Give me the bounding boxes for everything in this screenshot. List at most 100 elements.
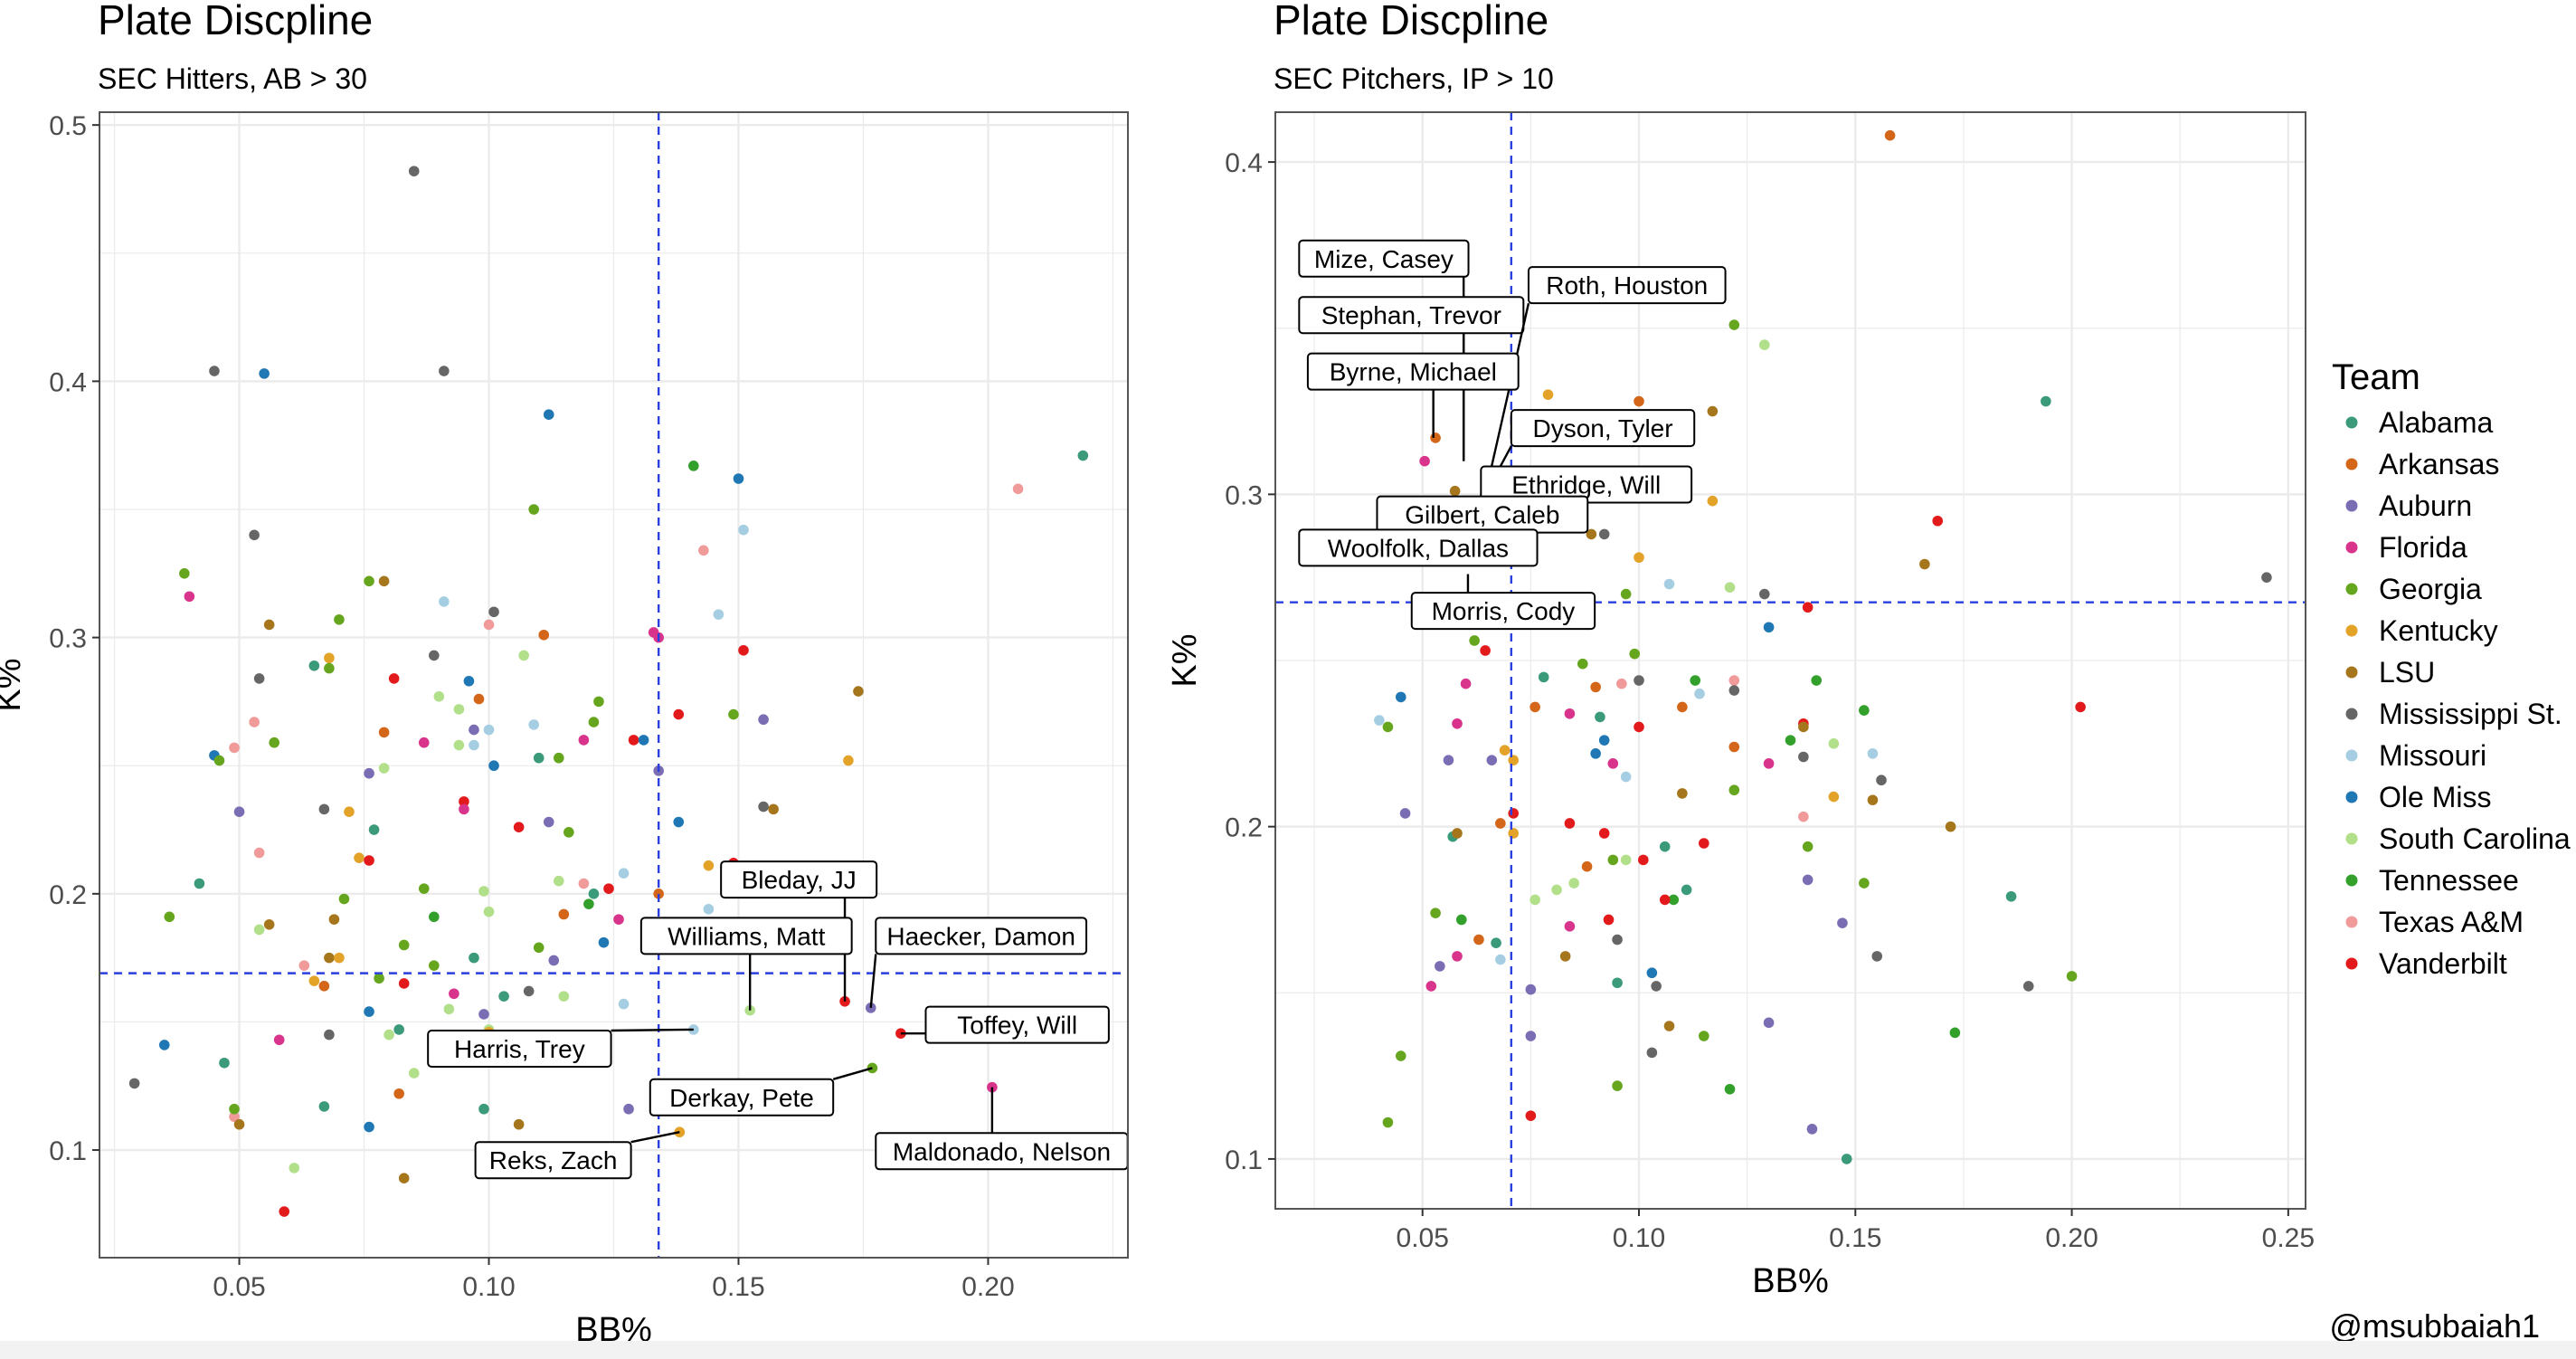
legend-title: Team — [2332, 357, 2420, 397]
data-point — [1480, 645, 1491, 656]
data-point — [1460, 678, 1472, 689]
data-point — [768, 803, 779, 815]
data-point — [1452, 828, 1463, 839]
data-point — [229, 1103, 240, 1115]
data-point — [354, 852, 365, 863]
label-text: Gilbert, Caleb — [1405, 501, 1559, 529]
x-tick-label: 0.05 — [213, 1272, 265, 1302]
data-point — [334, 952, 345, 964]
legend-item: Arkansas — [2379, 448, 2499, 480]
data-point — [758, 801, 769, 813]
data-point — [164, 911, 175, 923]
data-point — [1919, 558, 1930, 570]
data-point — [583, 898, 594, 909]
label-text: Maldonado, Nelson — [893, 1137, 1111, 1165]
bottom-band — [0, 1341, 2576, 1359]
data-point — [1859, 878, 1870, 889]
data-point — [229, 742, 240, 754]
data-point — [1798, 751, 1809, 763]
label-text: Ethridge, Will — [1511, 471, 1661, 499]
data-point — [443, 1003, 455, 1015]
data-point — [1949, 1027, 1961, 1039]
data-point — [738, 644, 749, 656]
data-point — [334, 613, 345, 625]
data-point — [1837, 917, 1848, 928]
data-point — [469, 952, 479, 964]
data-point — [158, 1040, 170, 1050]
legend-swatch — [2345, 416, 2358, 429]
data-point — [1677, 788, 1688, 799]
data-point — [623, 1103, 634, 1115]
data-point — [418, 737, 430, 748]
data-point — [473, 693, 485, 705]
data-point — [673, 708, 685, 720]
data-point — [2066, 971, 2078, 982]
data-point — [1634, 552, 1644, 563]
label-text: Bleday, JJ — [742, 866, 857, 894]
label-box — [474, 1141, 632, 1180]
label-leader-line — [630, 1131, 680, 1144]
data-point — [1620, 771, 1632, 783]
data-point — [1399, 808, 1411, 819]
data-point — [1598, 735, 1610, 746]
y-axis-title: K% — [0, 658, 28, 711]
legend-item: Missouri — [2379, 739, 2486, 772]
data-point — [728, 708, 739, 720]
legend-swatch — [2345, 749, 2358, 762]
label-box — [875, 917, 1088, 955]
data-point — [378, 763, 390, 774]
label-box — [427, 1030, 612, 1068]
data-point — [1395, 1050, 1406, 1061]
data-point — [1663, 578, 1675, 590]
data-point — [1707, 495, 1719, 507]
data-point — [738, 524, 749, 536]
data-point — [1811, 675, 1823, 686]
data-point — [598, 936, 610, 948]
label-box — [1298, 296, 1525, 335]
data-point — [1430, 908, 1441, 918]
data-point — [1728, 675, 1740, 686]
data-point — [513, 822, 525, 832]
data-point — [588, 717, 600, 727]
data-point — [483, 619, 495, 631]
data-point — [378, 727, 390, 738]
data-point — [298, 960, 310, 971]
data-point — [1758, 588, 1770, 600]
data-point — [453, 704, 465, 715]
label-box — [639, 917, 853, 955]
data-point — [364, 855, 374, 866]
label-text: Toffey, Will — [957, 1012, 1077, 1040]
label-box — [1527, 266, 1727, 305]
data-point — [398, 978, 410, 989]
label-text: Harris, Trey — [454, 1035, 585, 1063]
data-point — [1728, 319, 1740, 330]
data-point — [1698, 838, 1709, 849]
data-point — [253, 924, 265, 936]
data-point — [253, 673, 265, 684]
legend-item: Auburn — [2379, 489, 2472, 522]
data-point — [478, 1009, 489, 1020]
legend-swatch — [2345, 458, 2358, 470]
legend-item: Kentucky — [2379, 614, 2498, 647]
data-point — [553, 875, 564, 887]
label-text: Dyson, Tyler — [1532, 414, 1672, 442]
data-point — [194, 878, 205, 889]
chart-subtitle: SEC Hitters, AB > 30 — [98, 62, 367, 95]
data-point — [478, 1103, 489, 1115]
data-point — [1798, 721, 1809, 733]
data-point — [1455, 914, 1467, 926]
legend-item: LSU — [2379, 656, 2435, 689]
data-point — [1508, 808, 1520, 819]
legend-swatch — [2345, 874, 2358, 887]
data-point — [2261, 572, 2272, 583]
label-box — [1298, 239, 1470, 278]
data-point — [578, 735, 590, 746]
data-point — [1598, 528, 1610, 540]
data-point — [253, 847, 265, 859]
data-point — [1659, 841, 1671, 852]
data-point — [179, 567, 190, 579]
data-point — [1758, 339, 1770, 350]
data-point — [673, 816, 685, 828]
data-point — [1637, 854, 1649, 866]
y-axis-title: K% — [1166, 633, 1204, 687]
